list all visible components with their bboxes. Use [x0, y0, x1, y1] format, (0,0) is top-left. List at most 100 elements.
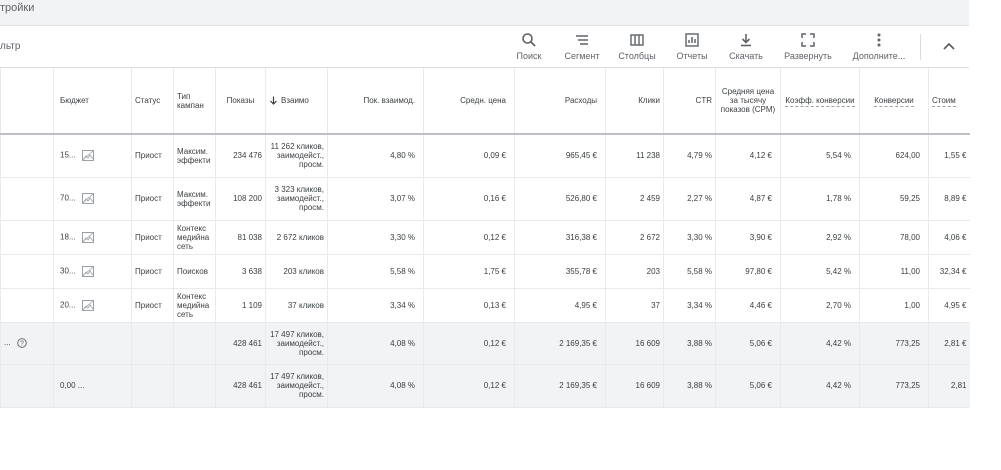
segment-button[interactable]: Сегмент [560, 32, 604, 61]
cell-interaction-rate: 4,08 % [327, 322, 424, 365]
toolbar-divider [920, 34, 921, 60]
table-row[interactable]: 15... Приост Максим. эффекти 234 476 11 262 … [0, 134, 970, 178]
image-icon [81, 193, 94, 204]
cell-ctr: 3,88 % [663, 364, 716, 408]
cell-clicks: 16 609 [605, 364, 664, 408]
col-header-cpm[interactable]: Средняя цена за тысячу показов (CPM) [715, 68, 781, 135]
cell-conversions: 11,00 [859, 254, 929, 289]
cell-avg-cost: 0,12 € [423, 364, 515, 408]
svg-text:?: ? [20, 341, 24, 348]
table-toolbar: льтр Поиск Сегмент Столбцы Отчеты Скачат… [0, 26, 969, 68]
cell-cpm: 3,90 € [715, 220, 781, 255]
table-row[interactable]: 18... Приост Контекс медийна сеть 81 038 2 6… [0, 220, 970, 255]
col-header-avg-cost[interactable]: Средн. цена [423, 68, 515, 135]
search-button[interactable]: Поиск [512, 32, 546, 61]
col-header-conv-rate[interactable]: Коэфф. конверсии [780, 68, 860, 135]
col-header-budget[interactable]: Бюджет [53, 68, 132, 135]
cell-cost: 355,78 € [514, 254, 606, 289]
expand-button[interactable]: Развернуть [780, 32, 836, 61]
cell-budget-value: 30... [60, 266, 76, 276]
total-row: 0,00 ... 428 461 17 497 кликов, заимодейст… [0, 364, 970, 408]
cell-interactions: 37 кликов [265, 288, 328, 323]
top-bar: тройки [0, 0, 969, 26]
cell-budget[interactable]: 30... [53, 254, 132, 289]
cell-budget[interactable]: 20... [53, 288, 132, 323]
cell-interaction-rate: 3,07 % [327, 177, 424, 221]
table-row[interactable]: 30... Приост Поисков 3 638 203 кликов 5,58 % 1… [0, 254, 970, 289]
cell-cpm: 4,87 € [715, 177, 781, 221]
cell-cost: 4,95 € [514, 288, 606, 323]
cell-ctr: 5,58 % [663, 254, 716, 289]
cell-conversions: 59,25 [859, 177, 929, 221]
more-button[interactable]: Дополните... [849, 32, 909, 61]
cell-conv-rate: 5,42 % [780, 254, 860, 289]
cell-interactions: 2 672 кликов [265, 220, 328, 255]
col-header-interaction-rate[interactable]: Пок. взаимод. [327, 68, 424, 135]
cell-clicks: 2 672 [605, 220, 664, 255]
table-row[interactable]: 20... Приост Контекс медийна сеть 1 109 37 к… [0, 288, 970, 323]
cell-budget[interactable]: 70... [53, 177, 132, 221]
cell-type [173, 364, 216, 408]
search-label: Поиск [516, 51, 542, 61]
col-header-clicks[interactable]: Клики [605, 68, 664, 135]
cell-impressions: 3 638 [215, 254, 266, 289]
download-button[interactable]: Скачать [725, 32, 767, 61]
cell-interactions: 203 кликов [265, 254, 328, 289]
table-row[interactable]: 70... Приост Максим. эффекти 108 200 3 323 к… [0, 177, 970, 221]
cell-budget[interactable]: 15... [53, 134, 132, 178]
page-title: тройки [0, 2, 35, 14]
cell-status: Приост [131, 220, 174, 255]
cell-impressions: 81 038 [215, 220, 266, 255]
download-icon [741, 34, 751, 47]
col-header-conversions-label: Конверсии [874, 96, 914, 107]
cell-budget[interactable]: 18... [53, 220, 132, 255]
cell-status: Приост [131, 177, 174, 221]
cell-cost-per: 4,06 € [928, 220, 970, 255]
cell-status: Приост [131, 134, 174, 178]
help-icon[interactable]: ? [16, 338, 27, 348]
col-header-impressions[interactable]: Показы [215, 68, 266, 135]
cell-avg-cost: 0,13 € [423, 288, 515, 323]
cell-budget-value: 20... [60, 300, 76, 310]
cell-type: Контекс медийна сеть [173, 288, 216, 323]
filter-label[interactable]: льтр [0, 41, 21, 52]
cell-clicks: 37 [605, 288, 664, 323]
col-header-ctr[interactable]: CTR [663, 68, 716, 135]
arrow-down-icon [270, 96, 277, 106]
cell-cost: 2 169,35 € [514, 322, 606, 365]
cell-conversions: 78,00 [859, 220, 929, 255]
image-icon [81, 150, 94, 162]
cell-budget-value: 70... [60, 193, 76, 203]
cell-ctr: 4,79 % [663, 134, 716, 178]
cell-status: Приост [131, 254, 174, 289]
cell-avg-cost: 0,09 € [423, 134, 515, 178]
cell-interaction-rate: 5,58 % [327, 254, 424, 289]
col-header-conversions[interactable]: Конверсии [859, 68, 929, 135]
cell-interaction-rate: 4,08 % [327, 364, 424, 408]
col-header-cost-per[interactable]: Стоим [928, 68, 970, 135]
cell-ctr: 3,88 % [663, 322, 716, 365]
cell-cpm: 4,46 € [715, 288, 781, 323]
chevron-up-icon[interactable] [938, 36, 960, 58]
expand-icon [801, 33, 815, 47]
cell-cpm: 4,12 € [715, 134, 781, 178]
cell-cost: 526,80 € [514, 177, 606, 221]
cell-name [0, 134, 54, 178]
table-header-row: Бюджет Статус Тип кампан Показы Взаимо П… [0, 68, 970, 135]
col-header-status[interactable]: Статус [131, 68, 174, 135]
cell-conv-rate: 5,54 % [780, 134, 860, 178]
segment-label: Сегмент [564, 51, 600, 61]
cell-ctr: 2,27 % [663, 177, 716, 221]
cell-avg-cost: 0,16 € [423, 177, 515, 221]
cell-type [173, 322, 216, 365]
cell-total-label [0, 364, 54, 408]
campaign-table: Бюджет Статус Тип кампан Показы Взаимо П… [0, 68, 970, 408]
col-header-cost[interactable]: Расходы [514, 68, 606, 135]
columns-label: Столбцы [618, 51, 656, 61]
columns-button[interactable]: Столбцы [615, 32, 659, 61]
col-header-interactions[interactable]: Взаимо [265, 68, 328, 135]
cell-interactions: 17 497 кликов, заимодейст., просм. [265, 322, 328, 365]
col-header-type[interactable]: Тип кампан [173, 68, 216, 135]
reports-button[interactable]: Отчеты [672, 32, 712, 61]
cell-cost: 316,38 € [514, 220, 606, 255]
